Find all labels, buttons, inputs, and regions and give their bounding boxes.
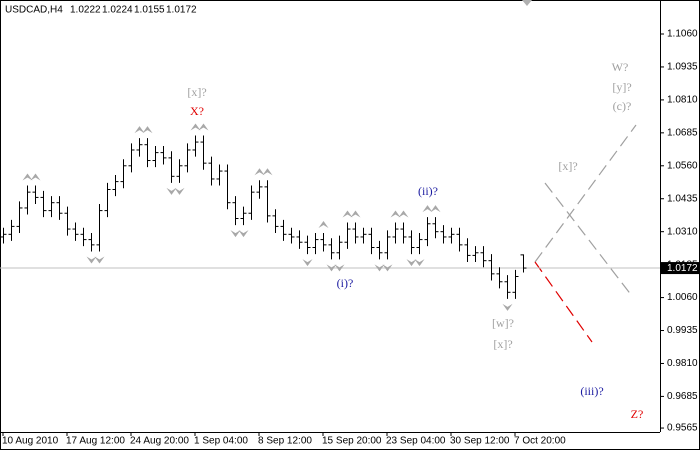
fractal-up bbox=[134, 126, 145, 134]
projection-up bbox=[534, 124, 637, 263]
x-tick-label: 8 Sep 12:00 bbox=[258, 436, 312, 447]
header-close: 1.0172 bbox=[166, 5, 197, 16]
fractal-down bbox=[374, 264, 385, 272]
fractal-up bbox=[390, 210, 401, 218]
x-tick-label: 15 Sep 20:00 bbox=[322, 436, 382, 447]
y-tick-label: 0.9810 bbox=[667, 358, 698, 369]
wave-label: [w]? bbox=[492, 316, 514, 330]
fractal-up bbox=[430, 205, 441, 213]
fractal-up bbox=[22, 173, 33, 181]
y-tick-label: 1.0685 bbox=[667, 127, 698, 138]
wave-label: (iii)? bbox=[580, 384, 603, 398]
fractal-up bbox=[342, 210, 353, 218]
wave-label: [x]? bbox=[558, 159, 577, 173]
fractal-down bbox=[326, 264, 337, 272]
projection-red bbox=[534, 261, 593, 343]
wave-label: Z? bbox=[631, 407, 644, 421]
fractal-down bbox=[502, 303, 513, 311]
price-label: 1.0172 bbox=[667, 263, 698, 274]
fractal-up bbox=[190, 123, 201, 131]
fractal-down bbox=[166, 187, 177, 195]
fractal-down bbox=[414, 259, 425, 267]
wave-label: W? bbox=[612, 60, 629, 74]
fractal-up bbox=[262, 168, 273, 176]
fractal-up bbox=[350, 210, 361, 218]
wave-label: [y]? bbox=[612, 80, 631, 94]
y-tick-label: 1.0060 bbox=[667, 292, 698, 303]
shift-marker bbox=[522, 0, 532, 6]
x-tick-label: 10 Aug 2010 bbox=[2, 436, 59, 447]
price-label-box bbox=[661, 262, 699, 275]
wave-label: [x]? bbox=[493, 337, 512, 351]
header-low: 1.0155 bbox=[134, 5, 165, 16]
fractal-up bbox=[30, 173, 41, 181]
fractal-up bbox=[198, 123, 209, 131]
fractal-down bbox=[302, 259, 313, 267]
x-tick-label: 17 Aug 12:00 bbox=[66, 436, 125, 447]
projection-down bbox=[544, 182, 633, 297]
fractal-down bbox=[174, 187, 185, 195]
y-tick-label: 0.9565 bbox=[667, 423, 698, 434]
fractal-down bbox=[86, 256, 97, 264]
y-tick-label: 1.0435 bbox=[667, 193, 698, 204]
y-tick-label: 0.9685 bbox=[667, 391, 698, 402]
wave-label: X? bbox=[190, 104, 204, 118]
x-tick-label: 30 Sep 12:00 bbox=[450, 436, 510, 447]
fractal-down bbox=[382, 264, 393, 272]
x-tick-label: 23 Sep 04:00 bbox=[386, 436, 446, 447]
wave-label: (c)? bbox=[613, 99, 632, 113]
fractal-down bbox=[230, 230, 241, 238]
fractal-down bbox=[238, 230, 249, 238]
y-tick-label: 0.9935 bbox=[667, 325, 698, 336]
wave-label: [x]? bbox=[187, 85, 206, 99]
y-tick-label: 1.0560 bbox=[667, 160, 698, 171]
header-open: 1.0222 bbox=[70, 5, 101, 16]
header-high: 1.0224 bbox=[102, 5, 133, 16]
chart-title: USDCAD,H4 bbox=[5, 5, 63, 16]
fractal-down bbox=[406, 259, 417, 267]
projections bbox=[534, 124, 637, 343]
wave-label: (i)? bbox=[337, 276, 354, 290]
fractal-down bbox=[94, 256, 105, 264]
fractal-down bbox=[334, 264, 345, 272]
y-tick-label: 1.0810 bbox=[667, 95, 698, 106]
fractal-up bbox=[422, 205, 433, 213]
fractal-up bbox=[254, 168, 265, 176]
y-tick-label: 1.0310 bbox=[667, 226, 698, 237]
x-tick-label: 24 Aug 20:00 bbox=[130, 436, 189, 447]
fractal-up bbox=[398, 210, 409, 218]
x-tick-label: 7 Oct 20:00 bbox=[514, 436, 566, 447]
fractal-up bbox=[318, 221, 329, 229]
wave-label: (ii)? bbox=[418, 184, 438, 198]
y-tick-label: 1.0935 bbox=[667, 62, 698, 73]
fractal-up bbox=[142, 126, 153, 134]
x-tick-label: 1 Sep 04:00 bbox=[194, 436, 248, 447]
y-tick-label: 1.1060 bbox=[667, 29, 698, 40]
